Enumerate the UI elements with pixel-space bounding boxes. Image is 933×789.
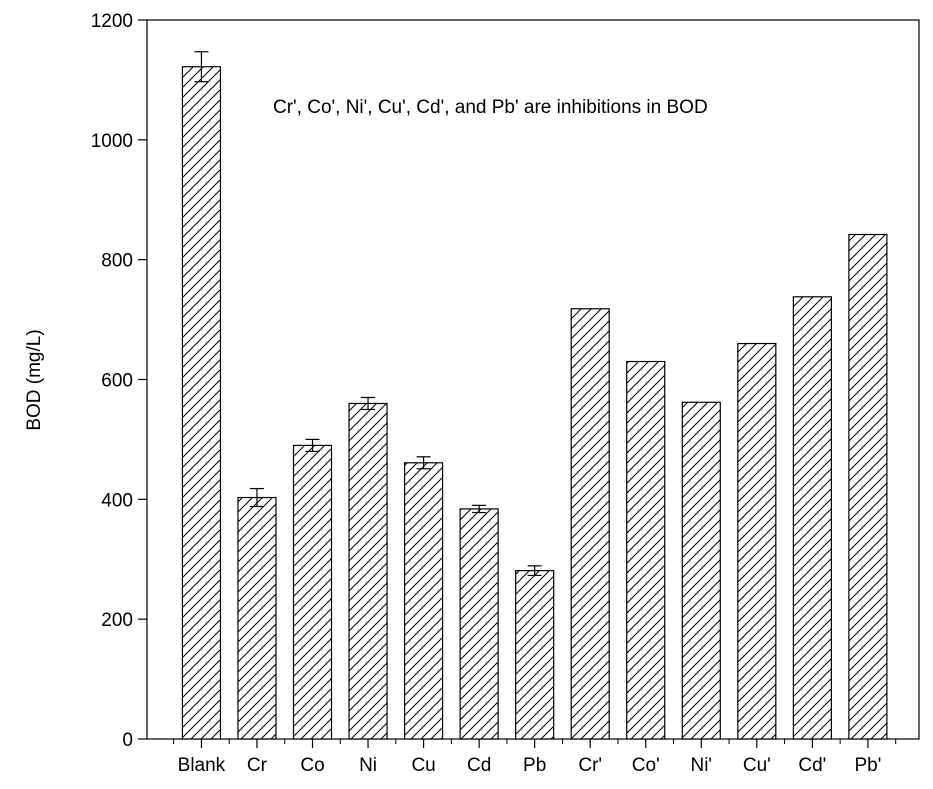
bars-group [181,66,888,740]
bar-cr-prime [570,308,610,740]
bar-cr [237,496,277,740]
error-bars-group [194,51,542,577]
error-bar [194,51,209,83]
x-axis-ticks: Blank Cr Co Ni Cu Cd Pb Cr' Co' Ni' Cu' Cd' Pb' [173,739,897,776]
y-tick-label: 0 [122,730,133,751]
x-tick-label: Blank [178,755,226,776]
error-bar [249,487,264,508]
x-tick-label: Pb [523,755,546,776]
error-bar [416,456,431,470]
x-tick-label: Cr [247,755,268,776]
x-tick-label: Cu [411,755,435,776]
bar-cu-prime [737,342,777,740]
y-tick-label: 1200 [91,11,133,32]
x-tick-label: Cu' [743,755,771,776]
bar-blank [181,66,222,740]
bar-pb [515,570,555,740]
bar-co-prime [626,360,666,740]
y-axis-title: BOD (mg/L) [24,329,45,430]
x-tick-label: Co' [632,755,660,776]
error-bar [305,438,320,452]
x-tick-label: Ni [359,755,377,776]
x-tick-label: Ni' [690,755,712,776]
bar-co [292,444,333,740]
y-tick-label: 200 [101,610,133,631]
y-tick-label: 1000 [91,131,133,152]
x-tick-label: Cr' [578,755,602,776]
y-tick-label: 600 [101,371,133,392]
bar-ni-prime [681,401,721,740]
error-bar [361,396,376,411]
bar-pb-prime [848,233,888,740]
y-axis-ticks: 0 200 400 600 800 1000 1200 [91,11,147,751]
x-tick-label: Cd [467,755,491,776]
error-bar [472,504,487,514]
x-tick-label: Pb' [854,755,881,776]
annotation-text: Cr', Co', Ni', Cu', Cd', and Pb' are inh… [273,97,708,118]
y-tick-label: 400 [101,490,133,511]
bar-cd-prime [792,296,832,740]
x-tick-label: Cd' [798,755,826,776]
bar-cu [403,462,444,740]
y-tick-label: 800 [101,251,133,272]
error-bar [527,565,542,577]
bar-ni [348,402,388,740]
bar-cd [459,508,499,740]
x-tick-label: Co [300,755,324,776]
